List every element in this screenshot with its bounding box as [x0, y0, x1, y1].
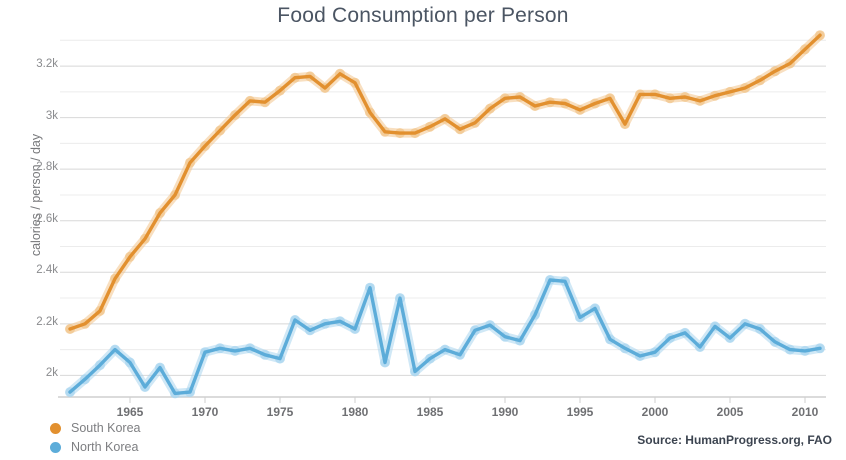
- y-axis-tick-label: 3k: [45, 109, 58, 122]
- x-axis-tick-label: 1980: [341, 405, 369, 419]
- y-axis-tick-label: 2.6k: [36, 212, 58, 225]
- chart-legend: South Korea North Korea: [50, 419, 141, 457]
- x-axis-tick-label: 2010: [791, 405, 819, 419]
- x-axis-tick-label: 1985: [416, 405, 444, 419]
- y-axis-tick-label: 2k: [45, 367, 58, 380]
- chart-title: Food Consumption per Person: [277, 4, 569, 27]
- y-axis-tick-label: 2.2k: [36, 315, 58, 328]
- x-axis-tick-label: 1975: [266, 405, 294, 419]
- gridlines: [60, 39, 826, 376]
- legend-item-label: North Korea: [71, 440, 139, 454]
- series-layer: [65, 30, 825, 399]
- legend-swatch-icon: [50, 441, 61, 453]
- x-axis-tick-label: 1970: [191, 405, 219, 419]
- x-axis-tick-label: 2005: [716, 405, 744, 419]
- y-axis-tick-label: 3.2k: [36, 58, 58, 71]
- x-axis-tick-label: 1965: [116, 405, 144, 419]
- axis-lines: [58, 396, 826, 403]
- x-axis-tick-label: 1990: [491, 405, 519, 419]
- y-axis-tick-label: 2.8k: [36, 161, 58, 174]
- legend-swatch-icon: [50, 422, 61, 434]
- legend-item-2[interactable]: North Korea: [50, 438, 141, 456]
- x-axis-tick-label: 1995: [566, 405, 594, 419]
- series-line-2: [68, 278, 822, 396]
- source-note: Source: HumanProgress.org, FAO: [637, 433, 832, 447]
- series-line-1: [68, 33, 822, 331]
- x-axis-tick-label: 2000: [641, 405, 669, 419]
- y-axis-tick-label: 2.4k: [36, 264, 58, 277]
- legend-item-1[interactable]: South Korea: [50, 419, 141, 437]
- legend-item-label: South Korea: [71, 421, 141, 435]
